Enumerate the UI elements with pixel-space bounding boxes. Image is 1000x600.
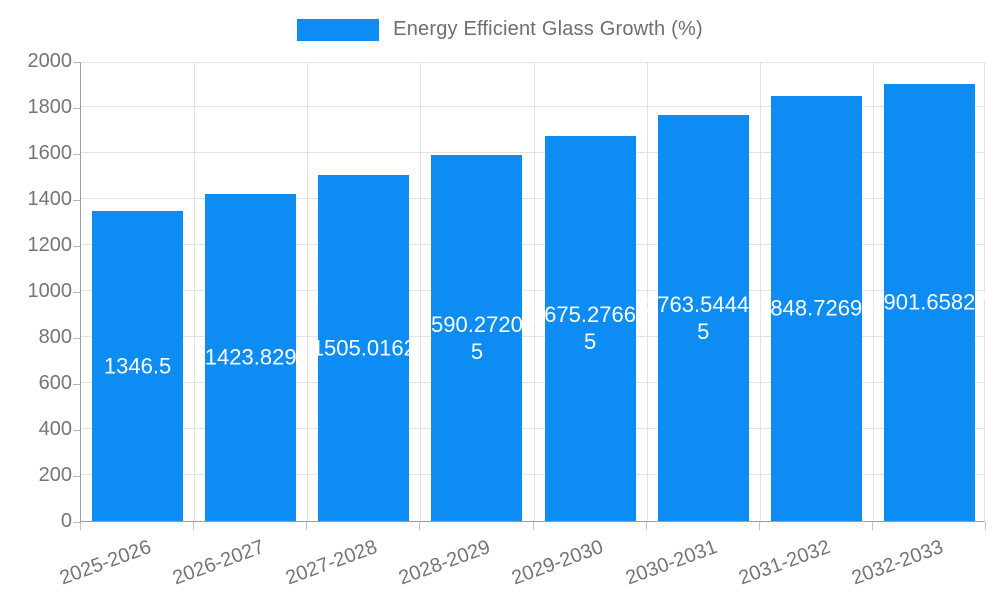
legend-color-swatch xyxy=(297,18,380,41)
gridline-vertical xyxy=(307,63,309,521)
y-axis-tick-label: 1400 xyxy=(27,188,73,210)
bar-value-label: 1848.72695 xyxy=(758,295,875,321)
y-axis-tick xyxy=(73,476,80,477)
bar-value-label: 1763.544455 xyxy=(645,292,762,345)
x-axis-tick xyxy=(306,522,308,530)
gridline-horizontal xyxy=(81,336,984,337)
y-axis-tick-label: 400 xyxy=(38,418,72,440)
gridline-horizontal xyxy=(81,244,984,245)
y-axis-tick xyxy=(73,62,80,63)
gridline-horizontal xyxy=(81,474,984,475)
x-axis-category-label: 2025-2026 xyxy=(56,536,155,590)
bar-value-label: 1346.5 xyxy=(103,353,172,379)
bar-value-label: 1505.0162 xyxy=(311,335,416,361)
x-axis-category-label: 2031-2032 xyxy=(735,536,833,590)
gridline-vertical xyxy=(533,63,535,521)
x-axis-tick xyxy=(532,522,534,530)
x-axis-tick xyxy=(758,522,760,530)
x-axis-category-label: 2028-2029 xyxy=(396,536,494,590)
gridline-horizontal xyxy=(81,290,984,291)
bar-value-label: 1901.65827 xyxy=(871,289,988,315)
y-axis-tick xyxy=(73,292,80,293)
gridline-horizontal xyxy=(81,152,984,153)
x-axis-tick xyxy=(419,522,421,530)
y-axis-tick-label: 600 xyxy=(38,372,72,394)
y-axis-tick-label: 0 xyxy=(60,510,72,532)
x-axis-tick xyxy=(645,522,647,530)
gridline-horizontal xyxy=(81,428,984,429)
x-axis-category-label: 2026-2027 xyxy=(169,536,268,590)
y-axis-tick xyxy=(73,338,80,339)
bar-value-label: 1590.272065 xyxy=(418,312,536,365)
gridline-vertical xyxy=(759,63,761,521)
x-axis-tick xyxy=(193,522,195,530)
bar-2025-2026 xyxy=(92,211,184,521)
bar-2032-2033 xyxy=(883,83,975,521)
x-axis-tick xyxy=(80,522,81,530)
gridline-vertical xyxy=(646,63,648,521)
y-axis-tick xyxy=(73,108,80,109)
y-axis-tick-label: 1600 xyxy=(27,142,73,164)
y-axis-tick-label: 2000 xyxy=(27,50,73,72)
bar-2028-2029 xyxy=(431,155,523,521)
y-axis-tick xyxy=(73,522,80,523)
bar-value-label: 1675.276685 xyxy=(531,302,649,355)
gridline-horizontal xyxy=(81,382,984,383)
gridline-vertical xyxy=(420,63,422,521)
y-axis-tick xyxy=(73,384,80,385)
x-axis-category-label: 2030-2031 xyxy=(622,536,720,590)
x-axis-tick xyxy=(871,522,873,530)
y-axis-tick-label: 1800 xyxy=(27,96,73,118)
gridline-horizontal xyxy=(81,106,984,107)
bar-2030-2031 xyxy=(657,115,749,521)
bar-value-label: 1423.829 xyxy=(204,344,297,370)
y-axis-tick-label: 800 xyxy=(38,326,72,348)
y-axis-tick xyxy=(73,200,80,201)
bar-2026-2027 xyxy=(205,193,297,521)
bar-2027-2028 xyxy=(318,174,410,521)
y-axis-tick-label: 200 xyxy=(38,464,72,486)
gridline-horizontal xyxy=(81,198,984,199)
x-axis-category-label: 2029-2030 xyxy=(509,536,607,590)
y-axis-tick-label: 1000 xyxy=(27,280,73,302)
y-axis-tick-label: 1200 xyxy=(27,234,73,256)
plot-area: 1346.5 1423.829 1505.0162 1590.272065 1675.2… xyxy=(80,62,988,522)
x-axis-tick xyxy=(985,522,986,530)
gridline-vertical xyxy=(872,63,874,521)
gridline-vertical xyxy=(194,63,196,521)
y-axis-tick xyxy=(73,430,80,431)
chart-legend[interactable]: Energy Efficient Glass Growth (%) xyxy=(0,18,1000,41)
bar-2029-2030 xyxy=(544,135,636,521)
legend-series-label: Energy Efficient Glass Growth (%) xyxy=(393,18,703,40)
x-axis-category-label: 2027-2028 xyxy=(282,536,381,590)
x-axis-category-label: 2032-2033 xyxy=(848,536,946,590)
y-axis-tick xyxy=(73,246,80,247)
y-axis-tick xyxy=(73,154,80,155)
bar-2031-2032 xyxy=(770,95,862,521)
